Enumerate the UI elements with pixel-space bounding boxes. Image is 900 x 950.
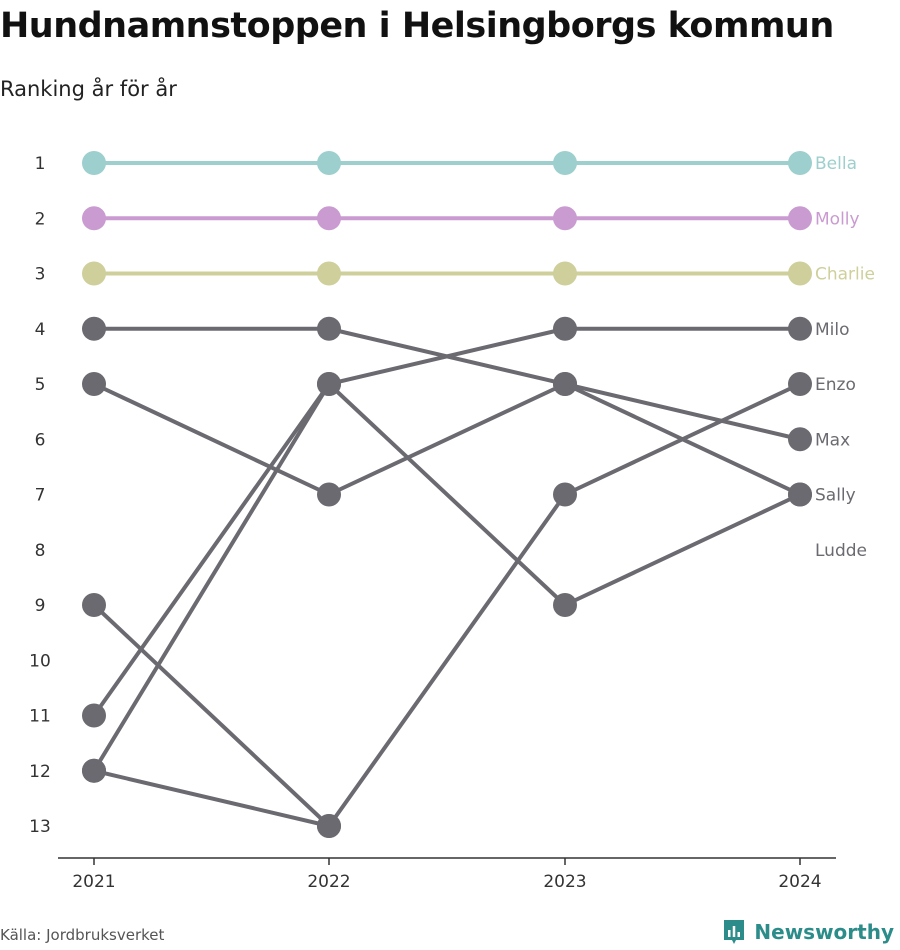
y-tick-label: 3 [35, 265, 46, 285]
end-label-charlie: Charlie [815, 265, 875, 285]
y-tick-label: 13 [29, 817, 51, 837]
series-point-bella [553, 151, 577, 175]
series-point-enzo [553, 482, 577, 507]
series-point-charlie [82, 261, 106, 286]
end-label-molly: Molly [815, 209, 860, 229]
x-tick-label: 2024 [778, 872, 821, 892]
x-tick-label: 2023 [543, 872, 586, 892]
series-point-max [317, 316, 341, 341]
series-point-charlie [553, 261, 577, 286]
series-line-max [94, 326, 801, 442]
chart-title: Hundnamnstoppen i Helsingborgs kommun [0, 6, 834, 46]
y-tick-label: 7 [35, 486, 46, 506]
series-point-sally [317, 482, 341, 507]
end-label-enzo: Enzo [815, 375, 856, 395]
series-point-enzo [788, 372, 812, 396]
series-points [82, 151, 812, 838]
y-tick-label: 1 [35, 154, 46, 174]
series-point-max [82, 316, 106, 341]
series-point-max [788, 427, 812, 452]
bar-chart-badge-icon [724, 920, 745, 944]
brand-name: Newsworthy [754, 920, 894, 944]
y-tick-label: 8 [35, 541, 46, 561]
end-label-milo: Milo [815, 320, 850, 340]
series-point-milo [82, 703, 106, 728]
series-point-bella [82, 151, 106, 175]
y-tick-label: 9 [35, 596, 46, 616]
series-point-sally [553, 372, 577, 396]
series-point-milo [788, 316, 812, 341]
x-tick-label: 2021 [72, 872, 115, 892]
brand-logo[interactable]: Newsworthy [722, 918, 894, 946]
y-tick-label: 5 [35, 375, 46, 395]
series-point-ludde [82, 593, 106, 617]
series-point-molly [317, 206, 341, 231]
y-tick-label: 6 [35, 430, 46, 450]
end-label-sally: Sally [815, 486, 856, 506]
end-label-bella: Bella [815, 154, 857, 174]
end-label-ludde: Ludde [815, 541, 867, 561]
series-point-sally [82, 372, 106, 396]
end-labels: Bella Molly Charlie Milo Enzo Max Sally Ludde [815, 154, 875, 561]
series-line [92, 382, 801, 772]
x-tick-label: 2022 [307, 872, 350, 892]
series-point-milo [553, 316, 577, 341]
y-tick-label: 10 [29, 651, 51, 671]
series-point-bella [788, 151, 812, 175]
series-line-ludde [92, 603, 331, 828]
series-point-molly [788, 206, 812, 231]
y-tick-label: 12 [29, 762, 51, 782]
series-lines [92, 161, 801, 828]
series-line-sally [93, 382, 801, 497]
source-note: Källa: Jordbruksverket [0, 926, 165, 944]
series-point-molly [553, 206, 577, 231]
series-line-enzo [93, 382, 801, 828]
series-point [788, 482, 812, 507]
series-point-ludde [317, 814, 341, 838]
chart-subtitle: Ranking år för år [0, 77, 177, 101]
series-point [82, 758, 106, 783]
y-tick-label: 2 [35, 209, 46, 229]
series-point [317, 372, 341, 396]
series-point-bella [317, 151, 341, 175]
series-point-charlie [788, 261, 812, 286]
series-point [553, 593, 577, 617]
y-tick-label: 11 [29, 707, 51, 727]
x-axis: 2021 2022 2023 2024 [58, 857, 836, 892]
series-point-molly [82, 206, 106, 231]
end-label-max: Max [815, 430, 850, 450]
series-point-charlie [317, 261, 341, 286]
y-tick-label: 4 [35, 320, 46, 340]
